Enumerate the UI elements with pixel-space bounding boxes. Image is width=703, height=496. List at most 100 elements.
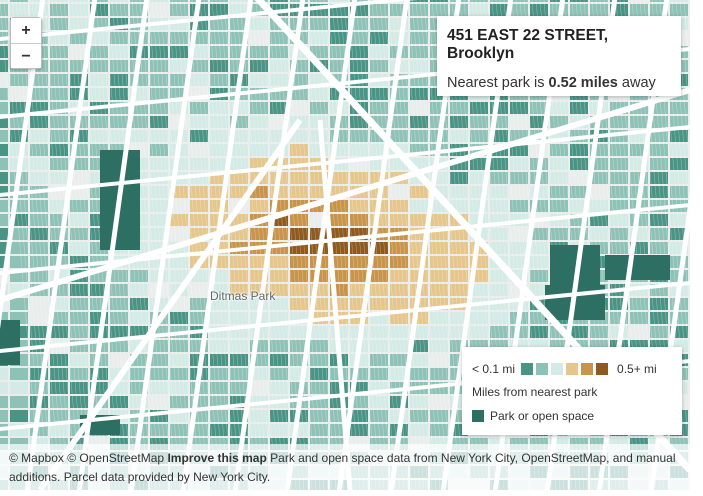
street [0, 124, 690, 198]
parcel-block [210, 410, 228, 422]
parcel-block [50, 144, 68, 156]
parcel-block [390, 340, 408, 352]
improve-map-link[interactable]: Improve this map [167, 451, 267, 465]
parcel-block [370, 410, 388, 422]
parcel-block [150, 102, 168, 114]
parcel-block [370, 32, 388, 44]
parcel-block [350, 116, 368, 128]
parcel-block [250, 228, 268, 240]
parcel-block [350, 270, 368, 282]
parcel-block [450, 242, 468, 254]
parcel-block [290, 326, 308, 338]
parcel-block [310, 0, 328, 2]
zoom-out-button[interactable]: − [11, 43, 41, 68]
parcel-block [410, 186, 428, 198]
parcel-block [410, 0, 428, 2]
parcel-block [370, 340, 388, 352]
parcel-block [30, 256, 48, 268]
parcel-block [270, 368, 288, 380]
parcel-block [10, 74, 28, 86]
parcel-block [150, 0, 168, 2]
parcel-block [530, 102, 548, 114]
parcel-block [50, 410, 68, 422]
parcel-block [170, 32, 188, 44]
parcel-block [30, 116, 48, 128]
parcel-block [290, 172, 308, 184]
parcel-block [270, 270, 288, 282]
parcel-block [210, 4, 228, 16]
parcel-block [650, 186, 668, 198]
parcel-block [10, 396, 28, 408]
parcel-block [0, 130, 8, 142]
parcel-block [0, 0, 8, 2]
parcel-block [330, 32, 348, 44]
mapbox-credit-link[interactable]: © Mapbox [9, 451, 64, 465]
parcel-block [290, 228, 308, 240]
parcel-block [490, 242, 508, 254]
map-legend: < 0.1 mi 0.5+ mi Miles from nearest park… [462, 347, 682, 435]
parcel-block [470, 102, 488, 114]
parcel-block [250, 102, 268, 114]
parcel-block [150, 340, 168, 352]
parcel-block [50, 172, 68, 184]
map[interactable]: + − 451 EAST 22 STREET, Brooklyn Nearest… [0, 0, 690, 490]
parcel-block [370, 256, 388, 268]
parcel-block [630, 4, 648, 16]
parcel-block [130, 130, 148, 142]
parcel-block [190, 60, 208, 72]
parcel-block [250, 116, 268, 128]
parcel-block [530, 284, 548, 296]
parcel-block [310, 74, 328, 86]
parcel-block [470, 0, 488, 2]
street [0, 280, 690, 354]
parcel-block [0, 228, 8, 240]
parcel-block [230, 18, 248, 30]
parcel-block [50, 312, 68, 324]
parcel-block [0, 158, 8, 170]
parcel-block [490, 158, 508, 170]
parcel-block [0, 4, 8, 16]
parcel-block [50, 18, 68, 30]
parcel-block [350, 214, 368, 226]
parcel-block [430, 424, 448, 436]
legend-park-swatch [472, 410, 484, 422]
parcel-block [170, 60, 188, 72]
parcel-block [230, 172, 248, 184]
parcel-block [210, 144, 228, 156]
parcel-block [370, 4, 388, 16]
parcel-block [410, 4, 428, 16]
parcel-block [30, 88, 48, 100]
parcel-block [190, 312, 208, 324]
parcel-block [610, 144, 628, 156]
parcel-block [330, 256, 348, 268]
parcel-block [0, 214, 8, 226]
parcel-block [530, 242, 548, 254]
parcel-block [430, 326, 448, 338]
parcel-block [170, 0, 188, 2]
address-info-box: 451 EAST 22 STREET, Brooklyn Nearest par… [437, 16, 681, 96]
parcel-block [70, 228, 88, 240]
parcel-block [670, 130, 688, 142]
parcel-block [0, 382, 8, 394]
parcel-block [290, 340, 308, 352]
parcel-block [670, 186, 688, 198]
parcel-block [570, 0, 588, 2]
parcel-block [50, 116, 68, 128]
parcel-block [550, 186, 568, 198]
parcel-block [310, 46, 328, 58]
parcel-block [390, 312, 408, 324]
street [336, 0, 410, 490]
osm-credit-link[interactable]: © OpenStreetMap [67, 451, 165, 465]
parcel-block [370, 46, 388, 58]
parcel-block [370, 284, 388, 296]
parcel-block [230, 382, 248, 394]
parcel-block [70, 354, 88, 366]
zoom-in-button[interactable]: + [11, 18, 41, 43]
parcel-block [330, 46, 348, 58]
parcel-block [470, 284, 488, 296]
legend-swatch-5 [581, 363, 594, 375]
parcel-block [390, 284, 408, 296]
parcel-block [410, 60, 428, 72]
parcel-block [590, 200, 608, 212]
parcel-block [0, 88, 8, 100]
